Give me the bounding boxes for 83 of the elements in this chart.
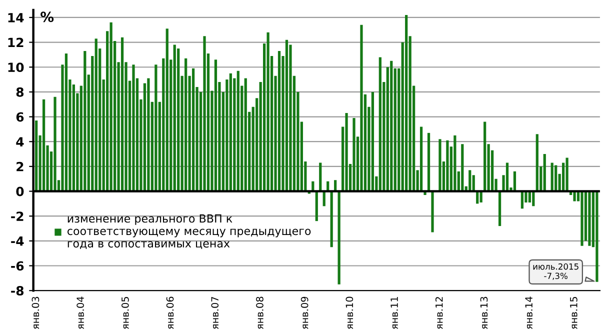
x-tick-label: янв.12 xyxy=(435,297,443,329)
bar xyxy=(35,120,38,192)
bar xyxy=(177,48,180,192)
bar xyxy=(378,57,382,192)
bar xyxy=(536,134,538,192)
y-tick-label: 14 xyxy=(8,13,24,22)
y-tick-label: 10 xyxy=(8,62,24,72)
bar xyxy=(550,162,554,192)
bar xyxy=(360,24,363,192)
y-tick-label: 2 xyxy=(16,162,24,172)
bar xyxy=(345,113,348,192)
bar xyxy=(203,36,206,192)
annotation: июль.2015 -7,3% xyxy=(533,263,578,280)
bar xyxy=(285,40,288,192)
bar xyxy=(454,135,456,192)
legend-label: изменение реального ВВП к соответствующему месяцу предыдущего года в сопоставимых ценах xyxy=(67,214,311,249)
x-tick-label: янв.09 xyxy=(300,296,308,329)
x-tick-label: янв.04 xyxy=(76,296,84,329)
bar xyxy=(446,140,449,192)
y-tick-label: 0 xyxy=(16,186,24,196)
y-tick-label: 12 xyxy=(8,38,24,48)
bar xyxy=(580,191,584,246)
bar xyxy=(543,154,546,192)
bar xyxy=(244,78,247,192)
bar xyxy=(588,191,591,246)
y-tick-label: 6 xyxy=(16,112,24,122)
bar xyxy=(461,144,464,192)
bar xyxy=(506,162,509,192)
bar xyxy=(573,191,576,202)
bar xyxy=(405,14,408,192)
bar xyxy=(315,191,318,222)
bar xyxy=(229,73,232,192)
x-tick-label: янв.06 xyxy=(166,296,174,329)
bar xyxy=(431,191,434,232)
bar xyxy=(390,60,393,192)
x-tick-label: янв.13 xyxy=(480,296,488,329)
bar xyxy=(498,191,502,226)
bar xyxy=(596,191,598,282)
bar xyxy=(173,44,176,192)
x-tick-label: янв.11 xyxy=(390,297,398,329)
bar xyxy=(166,28,168,192)
bar xyxy=(468,170,472,192)
bar xyxy=(154,64,158,192)
bar xyxy=(338,191,340,284)
x-tick-label: янв.05 xyxy=(121,296,129,329)
bar xyxy=(236,70,240,192)
bar xyxy=(132,64,135,192)
bar xyxy=(64,53,68,192)
x-tick-label: янв.07 xyxy=(211,296,219,329)
y-tick-label: -4 xyxy=(11,236,24,246)
x-tick-label: янв.08 xyxy=(256,296,264,329)
bar xyxy=(352,118,356,192)
bar xyxy=(319,162,322,192)
bar xyxy=(110,22,112,192)
y-tick-label: -2 xyxy=(11,212,24,221)
bar xyxy=(371,92,374,192)
bar xyxy=(484,122,486,192)
bar xyxy=(184,58,188,192)
bar xyxy=(147,78,150,192)
x-tick-label: янв.14 xyxy=(525,296,532,329)
y-axis-title: % xyxy=(40,12,54,22)
bar xyxy=(420,126,423,192)
bar xyxy=(192,68,195,192)
bar xyxy=(54,96,56,192)
x-tick-label: янв.10 xyxy=(346,296,354,329)
x-tick-label: янв.03 xyxy=(32,296,40,329)
y-tick-label: -8 xyxy=(11,286,24,296)
bar xyxy=(120,37,124,192)
bar xyxy=(554,165,558,192)
bar xyxy=(214,60,218,192)
y-tick-label: 4 xyxy=(16,137,24,146)
bar xyxy=(278,50,281,192)
bar xyxy=(427,132,430,192)
bar xyxy=(330,191,333,248)
y-tick-label: -6 xyxy=(11,261,24,271)
bar xyxy=(84,50,86,192)
y-tick-label: 8 xyxy=(16,87,24,97)
bar xyxy=(438,139,442,192)
x-tick-label: янв.15 xyxy=(570,296,578,329)
bar xyxy=(94,38,98,192)
bar xyxy=(42,99,46,192)
bar xyxy=(266,32,270,192)
bar xyxy=(566,158,568,192)
